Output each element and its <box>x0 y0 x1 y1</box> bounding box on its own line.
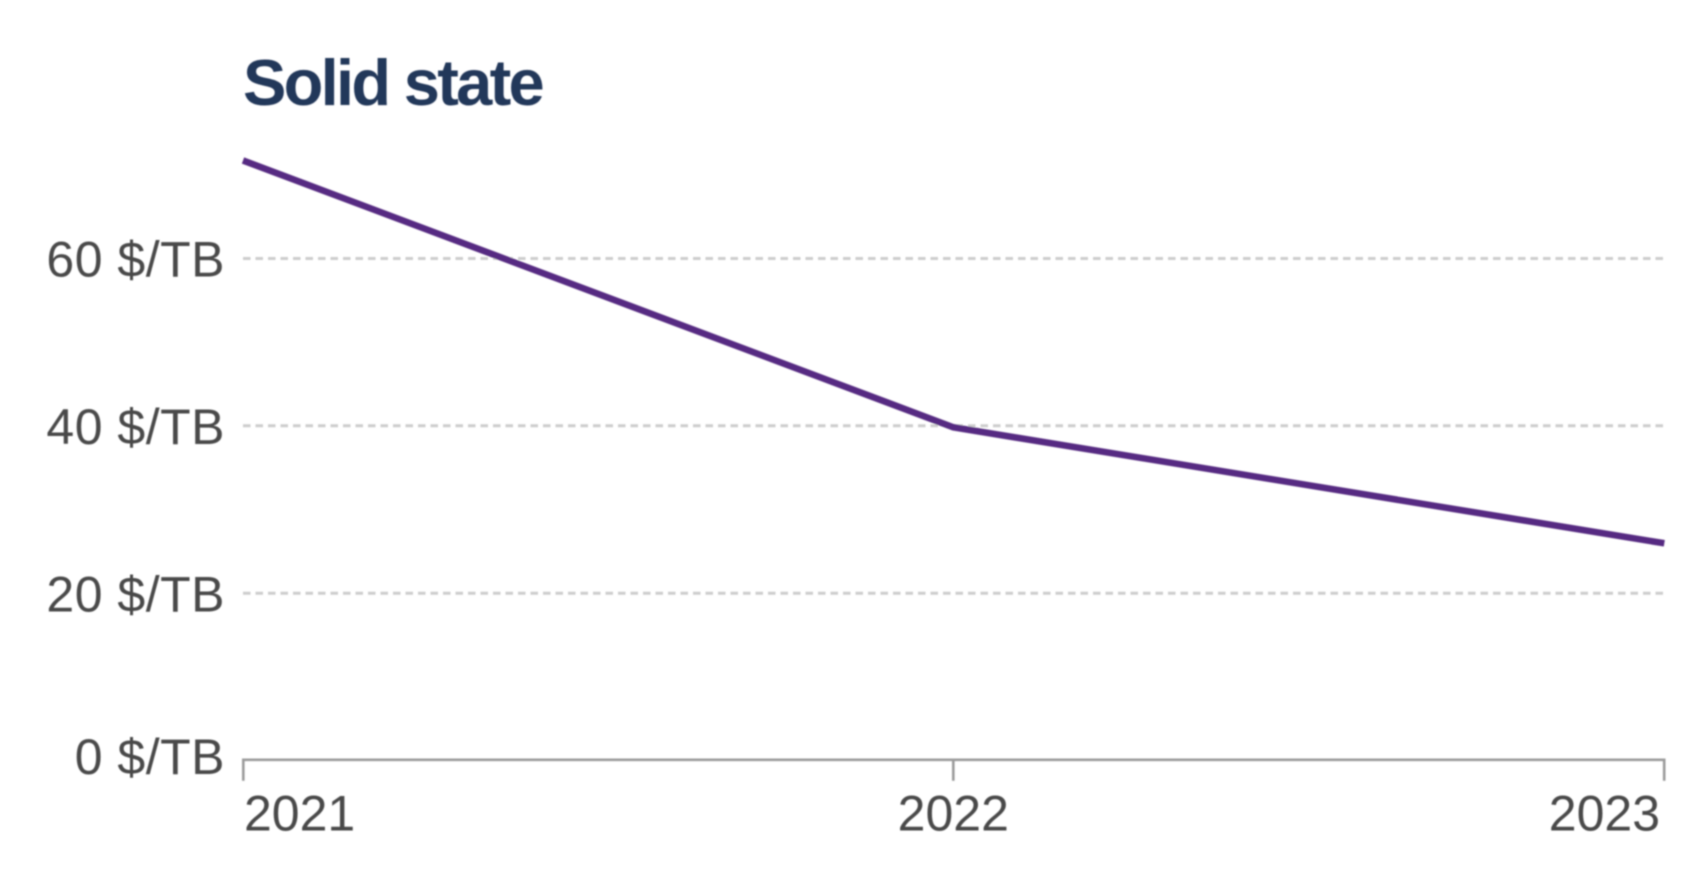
svg-text:20 $/TB: 20 $/TB <box>46 566 225 622</box>
svg-text:2022: 2022 <box>898 786 1009 842</box>
svg-text:40 $/TB: 40 $/TB <box>46 399 225 455</box>
svg-text:Solid state: Solid state <box>243 46 543 119</box>
svg-text:60 $/TB: 60 $/TB <box>46 232 225 288</box>
svg-text:0 $/TB: 0 $/TB <box>75 729 225 785</box>
svg-text:2021: 2021 <box>244 786 355 842</box>
svg-text:2023: 2023 <box>1549 786 1660 842</box>
